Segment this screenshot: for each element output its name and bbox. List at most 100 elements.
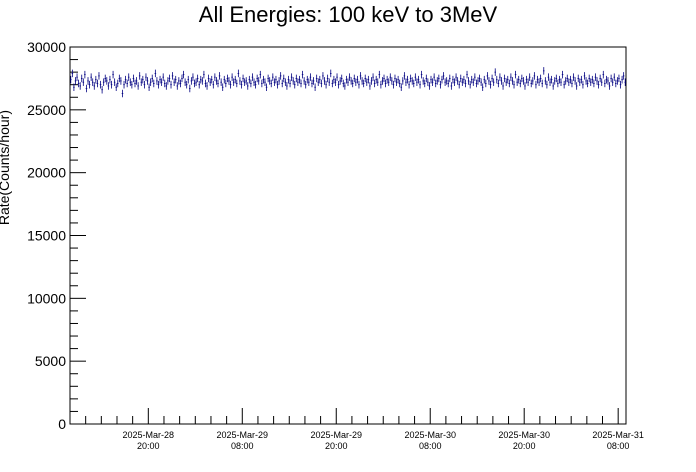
data-point — [420, 70, 423, 79]
data-point — [232, 78, 235, 86]
data-point — [546, 80, 548, 89]
data-point — [73, 83, 75, 91]
data-point — [245, 77, 247, 85]
data-point — [508, 79, 511, 88]
data-point — [572, 73, 575, 81]
data-point — [517, 75, 520, 84]
data-point — [458, 80, 460, 89]
data-point — [174, 75, 177, 84]
data-point — [568, 78, 570, 86]
data-point — [588, 74, 590, 83]
data-point — [464, 79, 467, 88]
data-point — [162, 73, 164, 81]
data-point — [499, 73, 501, 81]
data-point — [549, 78, 551, 86]
data-point — [198, 80, 200, 89]
data-point — [256, 74, 258, 83]
data-point — [445, 77, 448, 85]
data-point — [106, 77, 108, 85]
data-point — [494, 68, 497, 76]
data-point — [604, 79, 606, 88]
data-point — [503, 74, 506, 83]
data-point — [265, 83, 268, 91]
data-point — [575, 82, 578, 90]
data-point — [308, 78, 310, 86]
data-point — [157, 80, 160, 89]
x-tick-label-date: 2025-Mar-30 — [404, 430, 456, 440]
data-point — [541, 79, 543, 88]
data-point — [351, 79, 354, 88]
data-point — [301, 70, 304, 79]
data-point — [113, 78, 116, 86]
data-point — [137, 82, 139, 90]
data-point — [234, 75, 237, 84]
data-point — [326, 74, 329, 83]
data-point — [438, 74, 440, 83]
data-point — [558, 75, 561, 84]
data-point — [416, 78, 418, 86]
data-point — [272, 73, 274, 81]
data-point — [306, 75, 309, 84]
data-point — [450, 82, 453, 90]
data-point — [599, 74, 601, 83]
data-point — [467, 77, 470, 85]
data-point — [237, 69, 240, 78]
data-point — [350, 77, 352, 85]
data-point — [325, 80, 327, 89]
data-point — [148, 83, 150, 91]
data-point — [417, 75, 420, 84]
data-point — [278, 77, 280, 85]
data-point — [391, 77, 393, 85]
data-point — [569, 75, 572, 84]
data-point — [366, 78, 368, 86]
data-point — [539, 74, 542, 83]
data-point — [405, 78, 407, 86]
x-tick-label-time: 08:00 — [419, 441, 442, 451]
data-point — [519, 79, 522, 88]
data-point — [76, 73, 78, 81]
data-point — [242, 74, 244, 83]
data-point — [447, 79, 450, 88]
data-point — [383, 74, 385, 83]
x-tick-label-time: 20:00 — [513, 441, 536, 451]
data-point — [367, 75, 370, 84]
data-point — [184, 78, 186, 86]
data-point — [486, 72, 489, 80]
data-point — [500, 77, 503, 85]
data-point — [71, 69, 74, 78]
data-point — [398, 79, 401, 88]
data-point — [124, 75, 127, 84]
data-point — [461, 78, 464, 86]
data-point — [223, 75, 226, 84]
data-point — [533, 72, 536, 80]
data-point — [160, 78, 163, 86]
data-point — [408, 80, 410, 89]
data-point — [171, 72, 174, 80]
data-point — [176, 82, 179, 90]
data-point — [525, 75, 528, 84]
data-point — [168, 74, 171, 83]
data-point — [560, 78, 562, 86]
data-point — [456, 77, 459, 85]
data-point — [203, 70, 205, 79]
data-point — [257, 77, 260, 85]
data-point — [254, 80, 257, 89]
x-tick-label-date: 2025-Mar-29 — [310, 430, 362, 440]
x-axis: 2025-Mar-2820:002025-Mar-2908:002025-Mar… — [69, 408, 644, 451]
data-point — [77, 79, 80, 88]
data-point — [386, 75, 388, 84]
data-point — [611, 78, 614, 86]
data-point — [585, 77, 587, 85]
data-point — [259, 70, 262, 79]
x-tick-label-time: 08:00 — [607, 441, 630, 451]
data-point — [586, 79, 589, 88]
data-point — [455, 73, 457, 81]
data-point — [579, 78, 581, 86]
data-point — [311, 79, 313, 88]
data-point — [268, 77, 271, 85]
data-point — [527, 78, 529, 86]
data-point — [392, 80, 395, 89]
data-point — [340, 74, 343, 83]
data-point — [264, 78, 266, 86]
data-point — [488, 77, 490, 85]
